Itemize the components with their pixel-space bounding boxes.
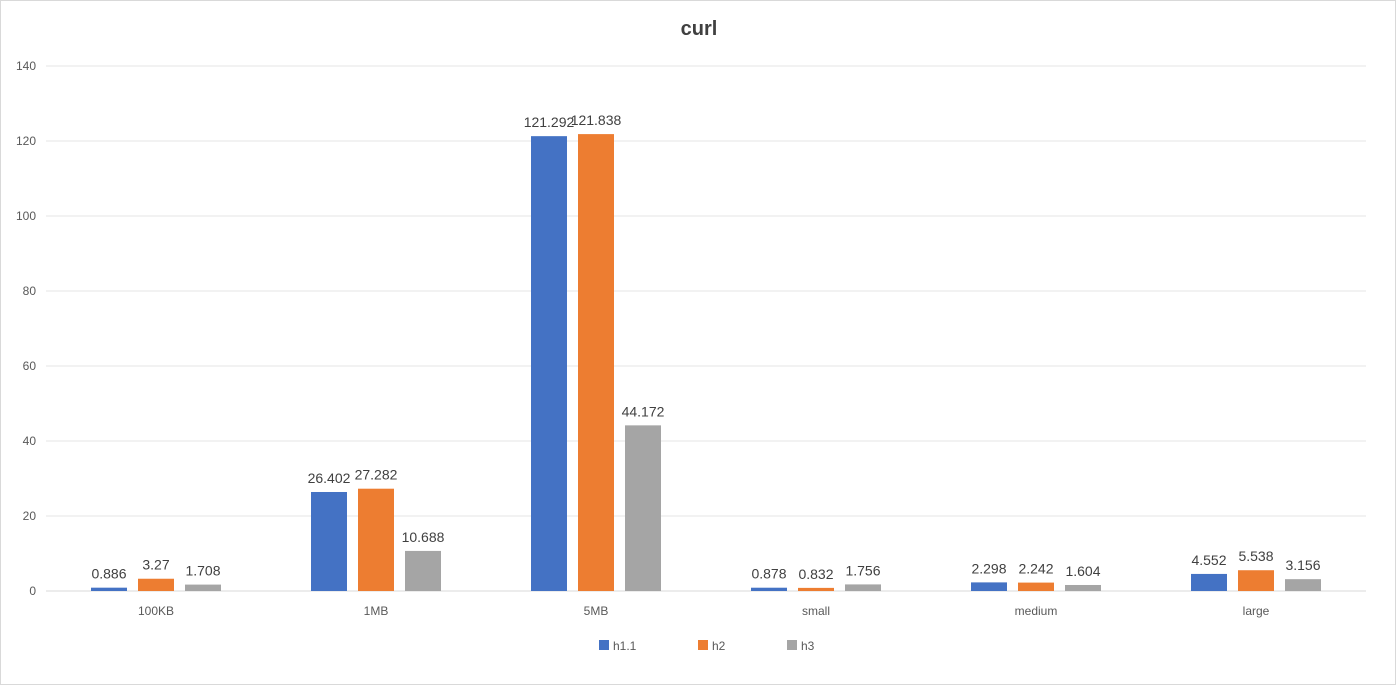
x-tick-label: 100KB — [138, 604, 174, 618]
data-label: 27.282 — [355, 467, 398, 483]
bar-h3-5MB — [625, 425, 661, 591]
bar-h2-large — [1238, 570, 1274, 591]
bar-h2-small — [798, 587, 834, 591]
bars — [91, 134, 1321, 592]
x-tick-label: medium — [1015, 604, 1058, 618]
y-axis-ticks: 0 20 40 60 80 100 120 140 — [16, 59, 36, 598]
data-label: 1.708 — [185, 563, 220, 579]
bar-h1.1-100KB — [91, 587, 127, 591]
data-label: 10.688 — [402, 529, 445, 545]
x-tick-label: large — [1243, 604, 1270, 618]
legend-swatch — [599, 640, 609, 650]
y-tick-label: 80 — [23, 284, 37, 298]
chart-title: curl — [681, 18, 718, 40]
data-label: 121.292 — [524, 114, 575, 130]
x-tick-label: 5MB — [584, 604, 609, 618]
legend-label: h2 — [712, 639, 726, 653]
data-label: 3.27 — [142, 557, 169, 573]
bar-h3-small — [845, 584, 881, 591]
bar-h2-100KB — [138, 578, 174, 591]
data-label: 5.538 — [1238, 548, 1273, 564]
legend-label: h1.1 — [613, 639, 637, 653]
bar-h3-100KB — [185, 584, 221, 591]
bar-h3-1MB — [405, 550, 441, 591]
data-label: 44.172 — [622, 403, 665, 419]
y-tick-label: 140 — [16, 59, 36, 73]
gridlines — [46, 65, 1366, 592]
x-axis-ticks: 100KB 1MB 5MB small medium large — [138, 604, 1270, 618]
legend-label: h3 — [801, 639, 815, 653]
y-tick-label: 0 — [29, 584, 36, 598]
bar-h2-5MB — [578, 134, 614, 592]
bar-h2-medium — [1018, 582, 1054, 591]
bar-h2-1MB — [358, 488, 394, 591]
data-label: 0.832 — [798, 566, 833, 582]
data-label: 2.242 — [1018, 561, 1053, 577]
data-label: 1.604 — [1065, 563, 1100, 579]
legend-swatch — [787, 640, 797, 650]
data-label: 2.298 — [971, 560, 1006, 576]
data-label: 3.156 — [1285, 557, 1320, 573]
bar-h3-large — [1285, 579, 1321, 591]
x-tick-label: 1MB — [364, 604, 389, 618]
data-label: 1.756 — [845, 562, 880, 578]
data-label: 26.402 — [308, 470, 351, 486]
bar-h1.1-small — [751, 587, 787, 591]
data-label: 121.838 — [571, 112, 622, 128]
legend-swatch — [698, 640, 708, 650]
bar-h1.1-large — [1191, 573, 1227, 591]
y-tick-label: 100 — [16, 209, 36, 223]
y-tick-label: 40 — [23, 434, 37, 448]
data-label: 0.878 — [751, 566, 786, 582]
bar-h1.1-5MB — [531, 136, 567, 591]
y-tick-label: 20 — [23, 509, 37, 523]
data-label: 4.552 — [1191, 552, 1226, 568]
x-tick-label: small — [802, 604, 830, 618]
bar-h1.1-1MB — [311, 491, 347, 591]
legend: h1.1 h2 h3 — [599, 639, 815, 653]
y-tick-label: 120 — [16, 134, 36, 148]
bar-h3-medium — [1065, 584, 1101, 591]
bar-h1.1-medium — [971, 582, 1007, 591]
y-tick-label: 60 — [23, 359, 37, 373]
data-label: 0.886 — [91, 566, 126, 582]
